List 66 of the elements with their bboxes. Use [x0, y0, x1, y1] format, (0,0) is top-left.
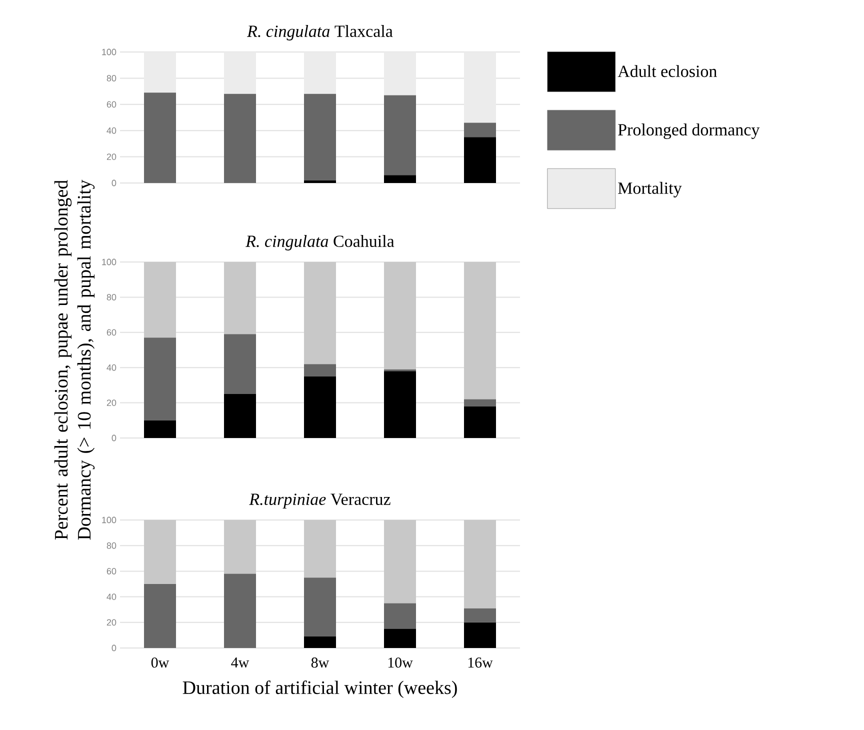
- bar: [304, 376, 336, 438]
- bar: [144, 520, 176, 584]
- y-tick-label: 80: [106, 542, 116, 549]
- bar: [464, 262, 496, 400]
- bar: [464, 137, 496, 183]
- y-tick-label: 20: [106, 619, 116, 626]
- bar: [464, 608, 496, 622]
- bar: [224, 574, 256, 648]
- bar: [464, 399, 496, 406]
- y-tick-label: 60: [106, 101, 116, 108]
- bar: [464, 406, 496, 438]
- bar: [304, 520, 336, 578]
- bar: [464, 622, 496, 648]
- y-tick-label: 20: [106, 400, 116, 406]
- y-tick-label: 100: [102, 48, 116, 56]
- bar: [384, 371, 416, 438]
- bar: [384, 603, 416, 629]
- bar: [304, 180, 336, 183]
- y-tick-label: 80: [106, 75, 116, 82]
- x-tick-label: 8w: [311, 658, 330, 668]
- bar: [464, 122, 496, 138]
- y-tick-label: 40: [106, 127, 116, 134]
- bar: [144, 92, 176, 183]
- x-tick-label: 4w: [231, 658, 250, 668]
- y-tick-label: 40: [106, 364, 116, 371]
- legend-label: Adult eclosion: [618, 65, 717, 78]
- chart-title: R. cingulata Tlaxcala: [246, 25, 393, 40]
- bar: [464, 520, 496, 608]
- legend-label: Mortality: [618, 182, 682, 198]
- bar: [144, 338, 176, 420]
- x-axis-title: Duration of artificial winter (weeks): [182, 680, 457, 698]
- y-tick-label: 20: [106, 154, 116, 160]
- bar: [384, 175, 416, 183]
- y-tick-label: 100: [102, 516, 116, 524]
- y-tick-label: 100: [102, 258, 116, 266]
- bar: [384, 628, 416, 648]
- bar: [224, 394, 256, 438]
- x-tick-label: 0w: [151, 658, 170, 668]
- y-axis-title: Percent adult eclosion, pupae under prolonged Dormancy (> 10 months), and pupal mortality: [54, 180, 95, 540]
- y-tick-label: 40: [106, 594, 116, 600]
- bar: [384, 520, 416, 604]
- y-tick-label: 0: [112, 434, 116, 442]
- y-tick-label: 0: [112, 644, 116, 652]
- x-tick-label: 10w: [388, 658, 413, 668]
- y-tick-label: 80: [106, 294, 116, 300]
- bar: [224, 334, 256, 394]
- bar: [304, 94, 336, 180]
- bar: [384, 95, 416, 176]
- bar: [304, 364, 336, 376]
- bar: [304, 262, 336, 364]
- bar: [304, 636, 336, 648]
- bar: [224, 520, 256, 574]
- y-tick-label: 0: [112, 180, 116, 186]
- chart-title: R.turpiniae Veracruz: [249, 494, 390, 508]
- y-tick-label: 60: [106, 568, 116, 574]
- bar: [384, 262, 416, 370]
- bar: [224, 94, 256, 183]
- x-tick-label: 16w: [468, 658, 493, 668]
- bar: [144, 584, 176, 648]
- bar: [144, 262, 176, 338]
- y-tick-label: 60: [106, 329, 116, 336]
- legend-label: Prolonged dormancy: [618, 124, 760, 139]
- bar: [144, 420, 176, 438]
- chart-title: R. cingulata Coahuila: [246, 235, 394, 250]
- bar: [224, 262, 256, 334]
- bar: [304, 578, 336, 636]
